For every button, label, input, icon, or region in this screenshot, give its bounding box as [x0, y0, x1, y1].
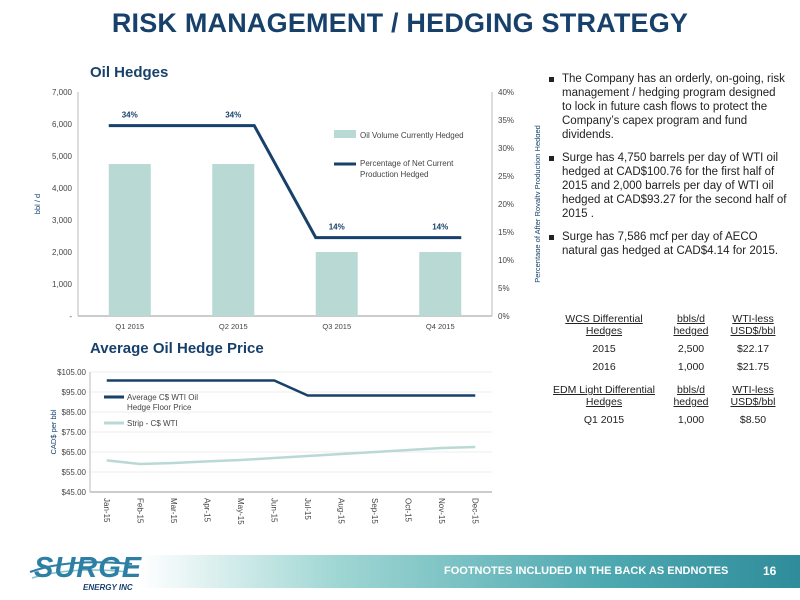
wcs-header-1: WCS Differential Hedges: [565, 313, 643, 337]
avg-price-title: Average Oil Hedge Price: [90, 340, 264, 357]
y-tick-label: $85.00: [62, 408, 87, 417]
table-cell: 2,500: [677, 343, 705, 355]
edm-header-1: EDM Light Differential Hedges: [553, 384, 655, 408]
bullet-item: The Company has an orderly, on-going, ri…: [548, 72, 788, 142]
wcs-table: WCS Differential Hedges bbls/d hedged WTI-…: [548, 313, 784, 373]
x-tick-label: Aug-15: [336, 498, 345, 524]
bar: [419, 252, 462, 316]
x-tick-label: Feb-15: [135, 498, 144, 524]
x-tick-label: Dec-15: [470, 498, 479, 524]
y-tick-label: 4,000: [52, 184, 73, 193]
y2-tick-label: 40%: [498, 88, 514, 97]
x-tick-label: Mar-15: [169, 498, 178, 524]
series-line-strip: [106, 445, 476, 466]
y2-tick-label: 15%: [498, 228, 514, 237]
x-tick-label: Jul-15: [303, 498, 312, 520]
table-cell: Q1 2015: [583, 414, 625, 426]
bullet-item: Surge has 4,750 barrels per day of WTI o…: [548, 151, 788, 221]
x-tick-label: Jan-15: [102, 498, 111, 523]
table-cell: $21.75: [736, 361, 770, 373]
legend-label: Average C$ WTI Oil: [127, 393, 198, 402]
oil-hedges-chart: - 1,000 2,000 3,000 4,000 5,000 6,000 7,000 0% 5%…: [33, 88, 540, 331]
legend-label: Oil Volume Currently Hedged: [360, 131, 464, 140]
y-tick-label: $55.00: [62, 468, 87, 477]
data-label: 34%: [122, 111, 138, 120]
y-tick-label: 2,000: [52, 248, 73, 257]
data-label: 14%: [432, 223, 448, 232]
y-tick-label: $65.00: [62, 448, 87, 457]
bar: [212, 164, 255, 316]
table-row: 2015 2,500 $22.17: [548, 337, 784, 355]
bar: [108, 164, 151, 316]
x-tick-label: Oct-15: [403, 498, 412, 523]
series-line: [108, 124, 462, 240]
y-tick-label: 6,000: [52, 120, 73, 129]
table-cell: $22.17: [736, 343, 770, 355]
bullet-list: The Company has an orderly, on-going, ri…: [548, 72, 788, 267]
x-tick-label: Sep-15: [370, 498, 379, 524]
table-cell: 1,000: [677, 414, 705, 426]
y2-tick-label: 5%: [498, 284, 510, 293]
y2-tick-label: 35%: [498, 116, 514, 125]
y-tick-label: 5,000: [52, 152, 73, 161]
y-tick-label: $105.00: [57, 368, 86, 377]
logo-subtitle: ENERGY INC: [83, 583, 133, 592]
page-title: RISK MANAGEMENT / HEDGING STRATEGY: [111, 8, 689, 38]
y2-tick-label: 25%: [498, 172, 514, 181]
logo-word: SURGE: [34, 552, 143, 584]
legend-label: Hedge Floor Price: [127, 403, 192, 412]
edm-header-3: WTI-less USD$/bbl: [730, 384, 776, 408]
x-tick-label: Q2 2015: [219, 322, 248, 331]
y-tick-label: $75.00: [62, 428, 87, 437]
y-tick-label: 1,000: [52, 280, 73, 289]
series-line-floor: [106, 379, 476, 397]
legend-label: Strip - C$ WTI: [127, 419, 178, 428]
legend-label: Production Hedged: [360, 170, 429, 179]
y2-tick-label: 0%: [498, 312, 510, 321]
legend-label: Percentage of Net Current: [360, 159, 454, 168]
y-axis-title: CAD$ per bbl: [49, 409, 58, 454]
table-cell: 2016: [592, 361, 616, 373]
x-tick-label: Apr-15: [202, 498, 211, 523]
table-cell: 2015: [592, 343, 616, 355]
edm-table: EDM Light Differential Hedges bbls/d hedge…: [548, 384, 784, 426]
wcs-header-2: bbls/d hedged: [673, 313, 709, 337]
footer-text: FOOTNOTES INCLUDED IN THE BACK AS ENDNOT…: [444, 565, 729, 577]
page-number: 16: [763, 564, 777, 578]
x-tick-label: May-15: [236, 498, 245, 525]
x-tick-label: Jun-15: [269, 498, 278, 523]
y2-tick-label: 30%: [498, 144, 514, 153]
footer-bar: [140, 555, 800, 588]
y2-axis-title: Percentage of After Royalty Production H…: [533, 125, 540, 283]
bullet-item: Surge has 7,586 mcf per day of AECO natu…: [548, 230, 788, 258]
y-axis-title: bbl / d: [33, 194, 42, 214]
edm-header-2: bbls/d hedged: [673, 384, 709, 408]
y-tick-label: $45.00: [62, 488, 87, 497]
table-row: 2016 1,000 $21.75: [548, 355, 784, 373]
y-tick-label: 7,000: [52, 88, 73, 97]
y-tick-label: -: [69, 312, 72, 321]
company-logo: SURGE ENERGY INC: [28, 552, 141, 594]
data-label: 14%: [329, 223, 345, 232]
legend-swatch-bar: [334, 130, 356, 138]
bar: [315, 252, 358, 316]
y2-tick-label: 20%: [498, 200, 514, 209]
table-cell: 1,000: [677, 361, 705, 373]
x-tick-label: Q4 2015: [426, 322, 455, 331]
y-tick-label: $95.00: [62, 388, 87, 397]
table-row: Q1 2015 1,000 $8.50: [548, 408, 784, 426]
x-tick-label: Q3 2015: [322, 322, 351, 331]
x-tick-label: Nov-15: [437, 498, 446, 524]
y2-tick-label: 10%: [498, 256, 514, 265]
data-label: 34%: [225, 111, 241, 120]
wcs-header-3: WTI-less USD$/bbl: [730, 313, 776, 337]
table-cell: $8.50: [739, 414, 767, 426]
x-tick-label: Q1 2015: [115, 322, 144, 331]
oil-hedges-title: Oil Hedges: [90, 64, 169, 81]
avg-price-chart: $45.00 $55.00 $65.00 $75.00 $85.00 $95.00 $105…: [49, 368, 492, 525]
logo-swoosh-icon: [29, 561, 133, 579]
y-tick-label: 3,000: [52, 216, 73, 225]
